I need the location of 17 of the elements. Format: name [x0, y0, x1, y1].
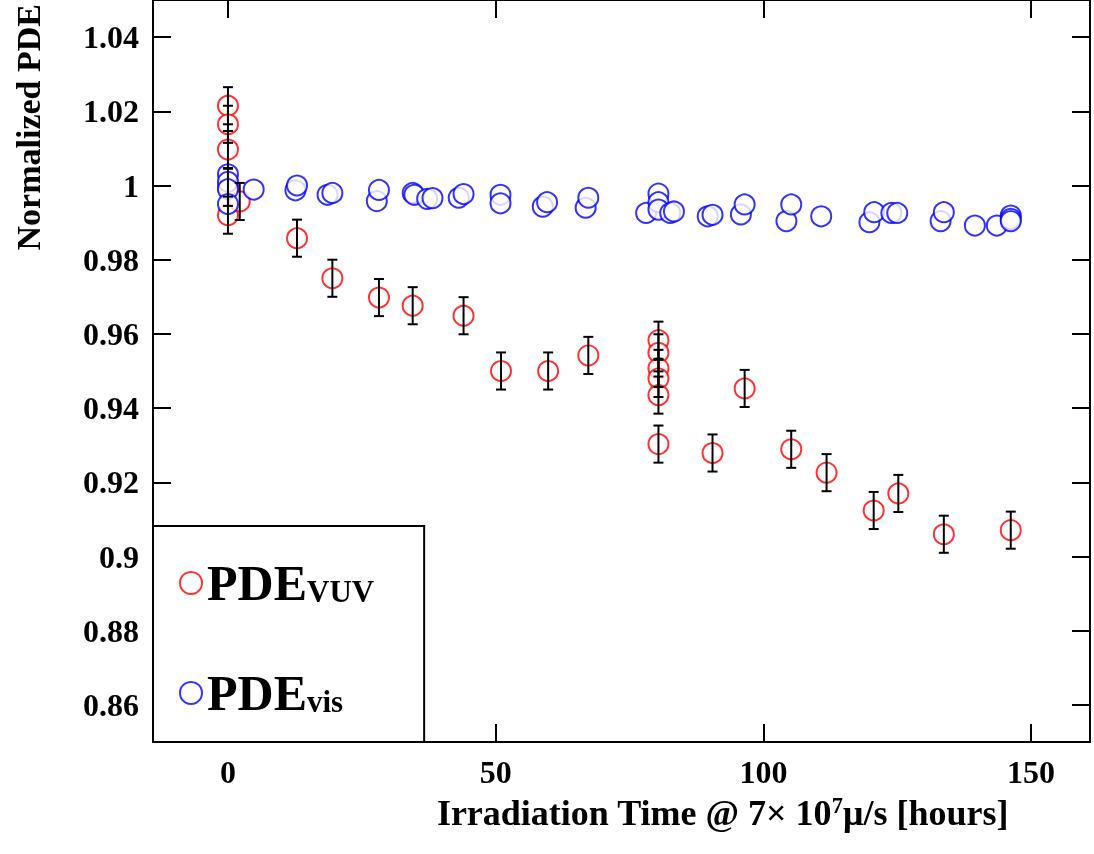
- y-tick-label: 0.96: [83, 315, 139, 352]
- y-tick-label: 0.86: [83, 686, 139, 723]
- y-tick-label: 0.94: [83, 390, 139, 427]
- y-tick-label: 0.98: [83, 241, 139, 278]
- x-tick-label: 50: [479, 754, 512, 790]
- y-tick-label: 1.02: [83, 93, 139, 130]
- y-tick-label: 1: [123, 167, 139, 204]
- x-tick-label: 150: [1007, 754, 1056, 790]
- y-tick-label: 1.04: [83, 19, 139, 56]
- x-tick-label: 100: [739, 754, 788, 790]
- y-tick-label: 0.9: [99, 538, 139, 575]
- y-axis-title: Normalized PDE: [9, 4, 47, 251]
- x-tick-label: 0: [219, 754, 236, 790]
- y-tick-label: 0.88: [83, 612, 139, 649]
- legend-label: PDEVUV: [207, 555, 375, 611]
- legend-label: PDEvis: [207, 665, 344, 721]
- y-tick-label: 0.92: [83, 464, 139, 501]
